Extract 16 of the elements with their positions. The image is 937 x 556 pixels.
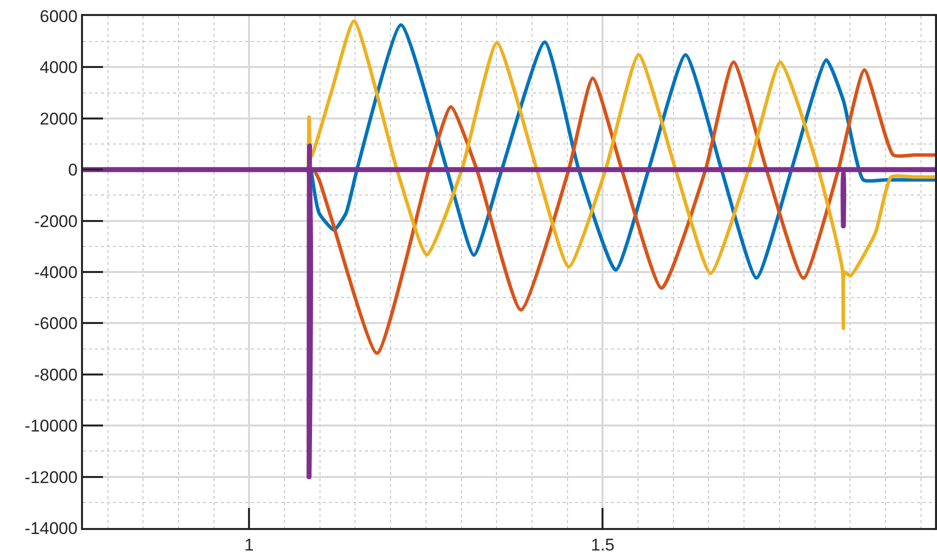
y-tick-label: -10000 bbox=[24, 416, 78, 436]
y-tick-label: -12000 bbox=[24, 468, 78, 487]
y-tick-label: -8000 bbox=[34, 365, 78, 384]
line-series bbox=[312, 60, 935, 355]
y-tick-label: -4000 bbox=[34, 262, 78, 282]
y-tick-label: 2000 bbox=[40, 109, 78, 128]
line-series bbox=[309, 23, 935, 280]
x-tick-label: 1.5 bbox=[590, 535, 614, 554]
y-tick-label: -2000 bbox=[34, 212, 78, 231]
y-tick-label: 6000 bbox=[40, 6, 78, 26]
y-tick-label: 4000 bbox=[40, 58, 78, 78]
y-tick-label: -14000 bbox=[24, 518, 78, 538]
line-series bbox=[306, 19, 935, 330]
y-tick-label: 0 bbox=[68, 160, 78, 180]
y-tick-label: -6000 bbox=[34, 314, 78, 334]
x-tick-label: 1 bbox=[244, 535, 254, 554]
